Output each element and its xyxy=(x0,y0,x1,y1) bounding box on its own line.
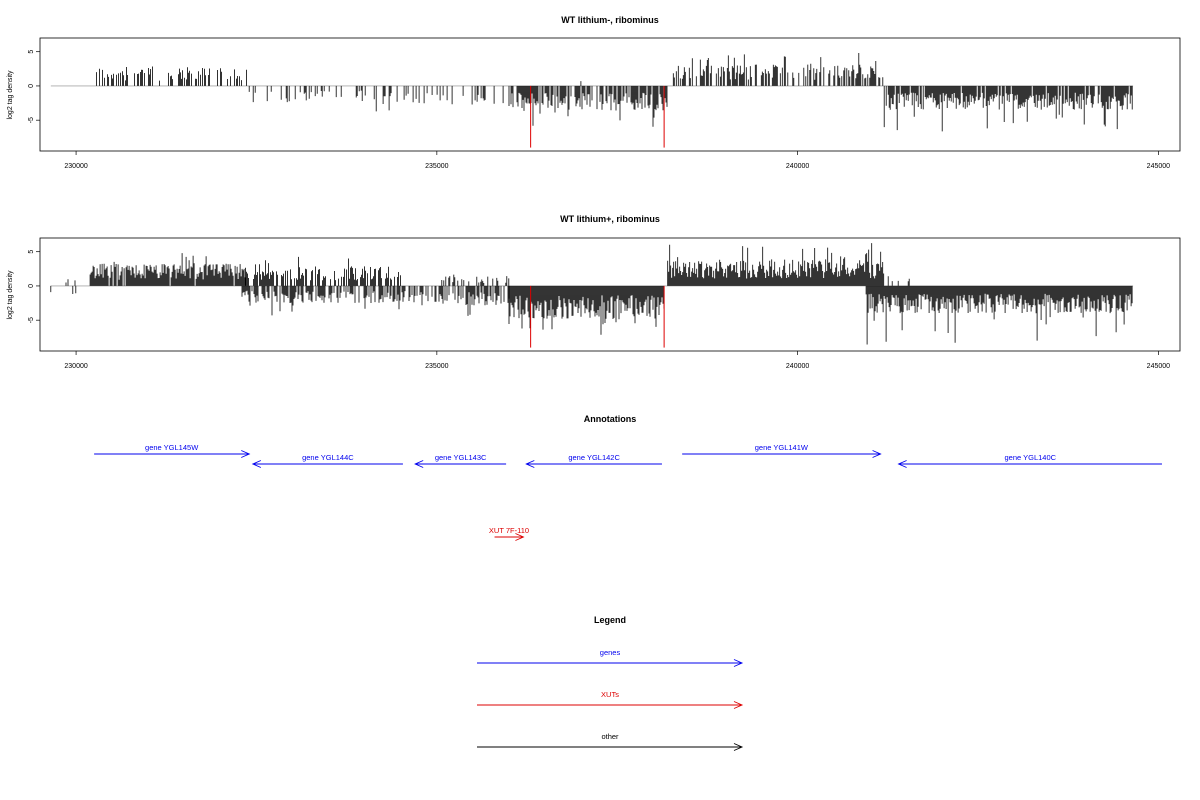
gene-arrow xyxy=(94,450,251,458)
x-tick-label: 245000 xyxy=(1147,363,1170,370)
gene-label: gene YGL142C xyxy=(568,453,620,462)
x-axis: 230000 235000 240000 245000 xyxy=(64,151,1170,170)
gene-label: gene YGL141W xyxy=(755,443,809,452)
x-axis: 230000 235000 240000 245000 xyxy=(64,351,1170,370)
y-axis: 5 0 -5 xyxy=(28,250,40,323)
density-bar-group xyxy=(245,256,401,286)
legend-arrow xyxy=(477,659,744,667)
density-bar-group xyxy=(887,276,910,286)
y-tick-label: -5 xyxy=(28,317,35,323)
x-tick-label: 235000 xyxy=(425,163,448,170)
y-tick-label: 0 xyxy=(28,84,35,88)
xut-arrow xyxy=(494,533,525,541)
panel-title: WT lithium-, ribominus xyxy=(561,15,659,25)
y-tick-label: 0 xyxy=(28,284,35,288)
density-bar-group xyxy=(508,85,668,127)
gene-arrow xyxy=(414,460,507,468)
y-tick-label: 5 xyxy=(28,50,35,54)
density-bar-group xyxy=(672,54,786,86)
legend-label: XUTs xyxy=(601,690,619,699)
gene-arrow xyxy=(897,460,1162,468)
density-bar-group xyxy=(241,285,406,316)
panel-lithium-minus: WT lithium-, ribominus log2 tag density … xyxy=(7,15,1181,170)
density-bar-group xyxy=(408,285,510,316)
density-bar-group xyxy=(382,85,504,111)
density-bar-group xyxy=(65,279,76,286)
plot-frame xyxy=(39,237,1181,352)
gene-label: gene YGL144C xyxy=(302,453,354,462)
annotation-title: Annotations xyxy=(584,414,637,424)
plot-frame xyxy=(39,37,1181,152)
legend-arrow xyxy=(477,743,744,751)
density-bar-group xyxy=(667,243,885,286)
density-bar-group xyxy=(89,253,246,286)
y-tick-label: 5 xyxy=(28,250,35,254)
panel-title: WT lithium+, ribominus xyxy=(560,214,660,224)
legend: Legend genes XUTs other xyxy=(477,615,744,751)
density-bars xyxy=(50,243,1134,348)
legend-arrow xyxy=(477,701,744,709)
density-bars xyxy=(50,53,1134,148)
y-axis-label: log2 tag density xyxy=(7,270,14,320)
panel-lithium-plus: WT lithium+, ribominus log2 tag density … xyxy=(7,214,1181,370)
density-bar-group xyxy=(441,274,510,286)
legend-items: genes XUTs other xyxy=(477,648,744,751)
legend-title: Legend xyxy=(594,615,626,625)
gene-label: gene YGL143C xyxy=(435,453,487,462)
density-bar-group xyxy=(508,285,665,335)
density-bar-group xyxy=(96,66,247,86)
gene-label: gene YGL145W xyxy=(145,443,199,452)
x-tick-label: 240000 xyxy=(786,363,809,370)
xut-label: XUT 7F-110 xyxy=(489,526,529,535)
x-tick-label: 240000 xyxy=(786,163,809,170)
y-axis: 5 0 -5 xyxy=(28,50,40,123)
gene-arrow xyxy=(682,450,882,458)
y-axis-label: log2 tag density xyxy=(7,70,14,120)
x-tick-label: 230000 xyxy=(64,163,87,170)
gene-arrow xyxy=(525,460,662,468)
gene-label: gene YGL140C xyxy=(1004,453,1056,462)
density-bar-group xyxy=(865,285,1133,345)
x-tick-label: 230000 xyxy=(64,363,87,370)
x-tick-label: 235000 xyxy=(425,363,448,370)
annotation-features: gene YGL145W gene YGL144C gene YGL143C gene… xyxy=(94,443,1162,541)
x-tick-label: 245000 xyxy=(1147,163,1170,170)
density-bar-group xyxy=(50,285,77,294)
density-bar-group xyxy=(248,85,377,112)
legend-label: genes xyxy=(600,648,621,657)
legend-label: other xyxy=(601,732,619,741)
density-bar-group xyxy=(787,53,884,86)
density-bar-group xyxy=(883,85,1133,132)
y-tick-label: -5 xyxy=(28,117,35,123)
gene-arrow xyxy=(251,460,403,468)
